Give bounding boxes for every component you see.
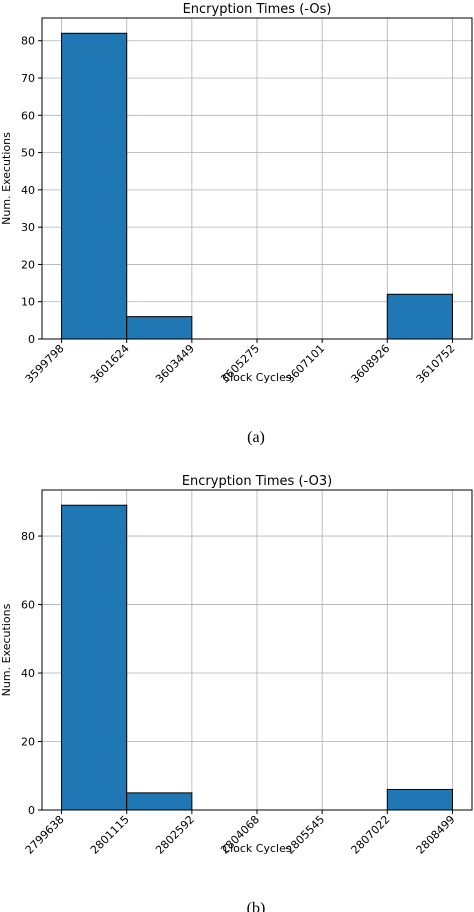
y-tick-label: 20 bbox=[21, 736, 35, 749]
chart-title: Encryption Times (-Os) bbox=[183, 2, 332, 17]
y-tick-label: 0 bbox=[28, 804, 35, 817]
y-tick-label: 40 bbox=[21, 184, 35, 197]
histogram-bar bbox=[61, 32, 128, 340]
x-tick-label: 3610752 bbox=[414, 342, 458, 386]
x-tick-label: 3599798 bbox=[23, 342, 67, 386]
x-tick-label: 3608926 bbox=[349, 342, 393, 386]
histogram-bar bbox=[126, 316, 193, 340]
histogram-bar bbox=[386, 788, 453, 811]
caption: (a) bbox=[247, 429, 265, 446]
x-tick-label: 3601624 bbox=[88, 342, 132, 386]
histogram-bar bbox=[61, 504, 128, 811]
y-tick-label: 80 bbox=[21, 530, 35, 543]
y-tick-label: 60 bbox=[21, 599, 35, 612]
y-tick-label: 40 bbox=[21, 667, 35, 680]
x-tick-label: 2802592 bbox=[153, 813, 197, 857]
x-tick-label: 2807022 bbox=[349, 813, 393, 857]
x-axis-label: Clock Cycles bbox=[222, 371, 291, 384]
y-tick-label: 80 bbox=[21, 35, 35, 48]
y-axis-label: Num. Executions bbox=[0, 603, 13, 696]
x-tick-label: 3603449 bbox=[153, 342, 197, 386]
x-axis-label: Clock Cycles bbox=[222, 842, 291, 855]
plot-frame bbox=[41, 17, 473, 340]
plot-frame bbox=[41, 489, 473, 811]
caption: (b) bbox=[247, 900, 266, 912]
y-tick-label: 50 bbox=[21, 147, 35, 160]
x-tick-label: 2799638 bbox=[23, 813, 67, 857]
histogram-bar bbox=[126, 792, 193, 811]
histogram-bar bbox=[386, 293, 453, 340]
y-tick-label: 0 bbox=[28, 333, 35, 346]
x-tick-label: 2801115 bbox=[88, 813, 132, 857]
y-tick-label: 60 bbox=[21, 109, 35, 122]
y-tick-label: 70 bbox=[21, 72, 35, 85]
y-axis-label: Num. Executions bbox=[0, 132, 13, 225]
chart-title: Encryption Times (-O3) bbox=[182, 474, 332, 489]
y-tick-label: 10 bbox=[21, 296, 35, 309]
y-tick-label: 30 bbox=[21, 221, 35, 234]
x-tick-label: 2808499 bbox=[414, 813, 458, 857]
y-tick-label: 20 bbox=[21, 258, 35, 271]
